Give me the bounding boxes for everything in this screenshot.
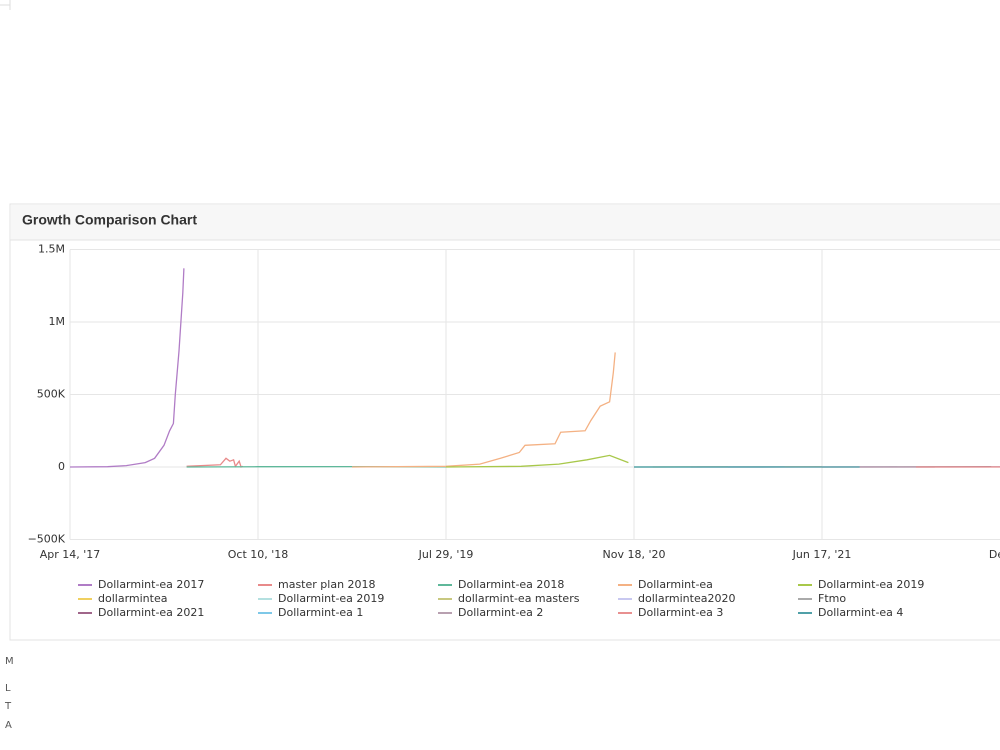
legend-label: Dollarmint-ea 4 [818,606,903,619]
legend-label: dollarmint-ea masters [458,592,580,605]
series-line [445,454,629,468]
series-line [351,352,616,468]
card-header [11,205,1000,240]
chart-title: Growth Comparison Chart [22,212,197,228]
x-tick-label: Jun 17, '21 [792,548,852,561]
y-tick-label: 0 [58,460,65,473]
legend-label: Ftmo [818,592,846,605]
x-tick-label: Apr 14, '17 [40,548,101,561]
series-line [186,457,244,468]
legend-label: Dollarmint-ea 2017 [98,578,204,591]
stray-text: L [5,683,11,694]
legend-label: Dollarmint-ea 2 [458,606,543,619]
x-tick-label: Nov 18, '20 [603,548,666,561]
legend-label: dollarmintea2020 [638,592,735,605]
y-tick-label: 500K [37,388,66,401]
x-tick-label: Jul 29, '19 [418,548,474,561]
y-tick-label: 1M [49,315,66,328]
legend-label: Dollarmint-ea [638,578,713,591]
series-line [69,268,185,468]
stray-text: T [4,701,12,712]
legend-label: Dollarmint-ea 3 [638,606,723,619]
stray-text: A [5,720,12,731]
legend-label: Dollarmint-ea 2019 [278,592,384,605]
card [9,203,1000,641]
y-tick-label: 1.5M [38,243,65,256]
legend-label: Dollarmint-ea 2021 [98,606,204,619]
legend-label: Dollarmint-ea 2019 [818,578,924,591]
legend-label: dollarmintea [98,592,167,605]
stray-text: M [5,656,14,667]
y-tick-label: −500K [28,533,66,546]
legend-label: master plan 2018 [278,578,376,591]
x-tick-label: Oct 10, '18 [228,548,289,561]
x-tick-label: Dec 19, [989,548,1000,561]
legend-label: Dollarmint-ea 1 [278,606,363,619]
legend-label: Dollarmint-ea 2018 [458,578,564,591]
